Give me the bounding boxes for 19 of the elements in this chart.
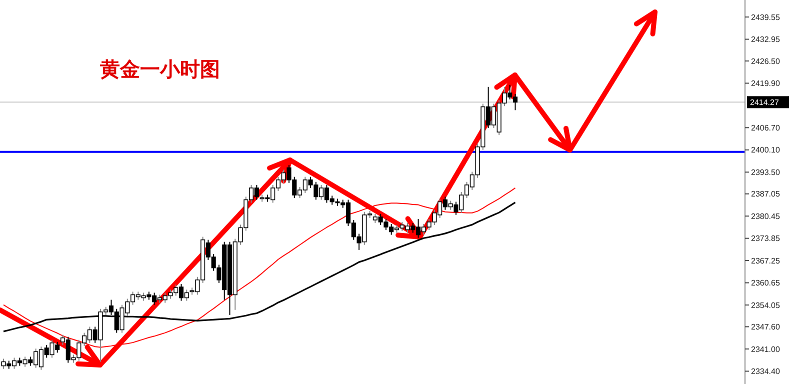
y-tick-label: 2373.85 bbox=[751, 234, 780, 244]
y-tick-label: 2380.45 bbox=[751, 212, 780, 221]
y-tick-label: 2426.50 bbox=[751, 56, 780, 66]
line-series bbox=[3, 187, 516, 348]
y-tick-label: 2367.25 bbox=[751, 256, 780, 266]
y-tick-label: 2354.05 bbox=[751, 300, 780, 310]
y-tick-label: 2439.55 bbox=[751, 12, 780, 22]
y-tick-label: 2360.65 bbox=[751, 278, 780, 288]
y-tick-label: 2387.05 bbox=[751, 190, 780, 199]
text: 黄金一小时图 bbox=[99, 57, 220, 81]
y-tick-label: 2341.00 bbox=[751, 344, 780, 354]
y-tick-label: 2432.95 bbox=[751, 35, 780, 44]
y-tick-label: 2334.40 bbox=[751, 367, 780, 376]
y-tick-label: 2400.10 bbox=[751, 146, 780, 155]
y-tick-label: 2406.70 bbox=[751, 123, 780, 132]
ref-line-label: 2414.27 bbox=[750, 98, 780, 107]
y-tick-label: 2393.50 bbox=[751, 168, 780, 177]
y-tick-label: 2419.90 bbox=[751, 79, 780, 88]
y-tick-label: 2347.60 bbox=[751, 322, 780, 332]
